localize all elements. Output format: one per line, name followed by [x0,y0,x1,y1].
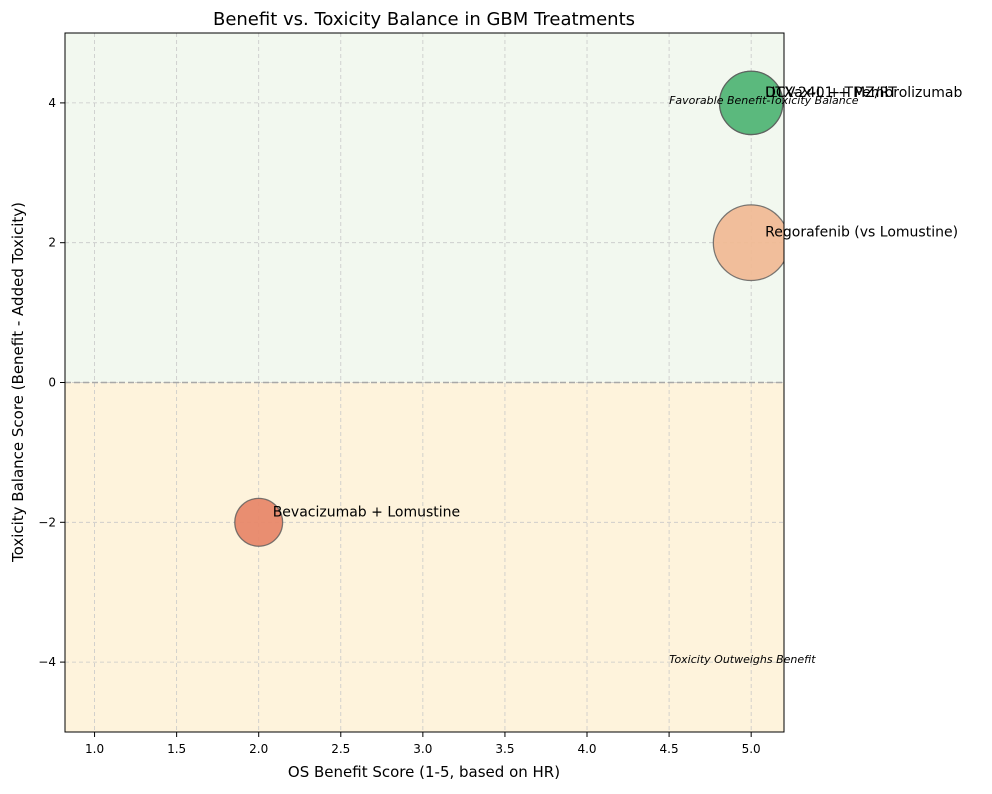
point-labels-layer: Bevacizumab + Lomustine Regorafenib (vs L… [273,85,963,520]
point-label: UTX-2401 + Pembrolizumab [765,85,962,101]
x-tick-label: 5.0 [742,742,761,756]
y-tick-label: 4 [48,96,56,110]
chart-title: Benefit vs. Toxicity Balance in GBM Trea… [213,9,635,30]
x-tick-label: 4.5 [660,742,679,756]
x-axis-ticks: 1.0 1.5 2.0 2.5 3.0 3.5 4.0 4.5 5.0 [85,732,761,756]
x-axis-label: OS Benefit Score (1-5, based on HR) [288,763,560,781]
annotations-layer: Favorable Benefit-Toxicity Balance Toxici… [669,94,859,666]
grid-lines [65,33,784,732]
annotation: Favorable Benefit-Toxicity Balance [669,94,859,107]
y-axis-ticks: −4 −2 0 2 4 [38,96,65,669]
x-tick-label: 2.5 [331,742,350,756]
x-tick-label: 1.5 [167,742,186,756]
x-tick-label: 3.5 [495,742,514,756]
data-point [718,70,784,136]
region-1 [65,382,784,732]
y-tick-label: −4 [38,655,56,669]
x-tick-label: 2.0 [249,742,268,756]
y-tick-label: −2 [38,515,56,529]
point-label: Regorafenib (vs Lomustine) [765,225,958,241]
point-label: Bevacizumab + Lomustine [273,504,460,520]
y-tick-label: 0 [48,376,56,390]
y-tick-label: 2 [48,236,56,250]
x-tick-label: 3.0 [413,742,432,756]
x-tick-label: 4.0 [577,742,596,756]
data-point [712,204,784,282]
y-axis-label: Toxicity Balance Score (Benefit - Added … [9,202,27,563]
background-regions [65,33,784,732]
data-point [234,497,284,547]
points-layer [234,70,784,547]
region-0 [65,33,784,383]
x-tick-label: 1.0 [85,742,104,756]
point-label: DCVax-L + TMZ/RT [765,85,897,101]
annotation: Toxicity Outweighs Benefit [669,653,816,666]
